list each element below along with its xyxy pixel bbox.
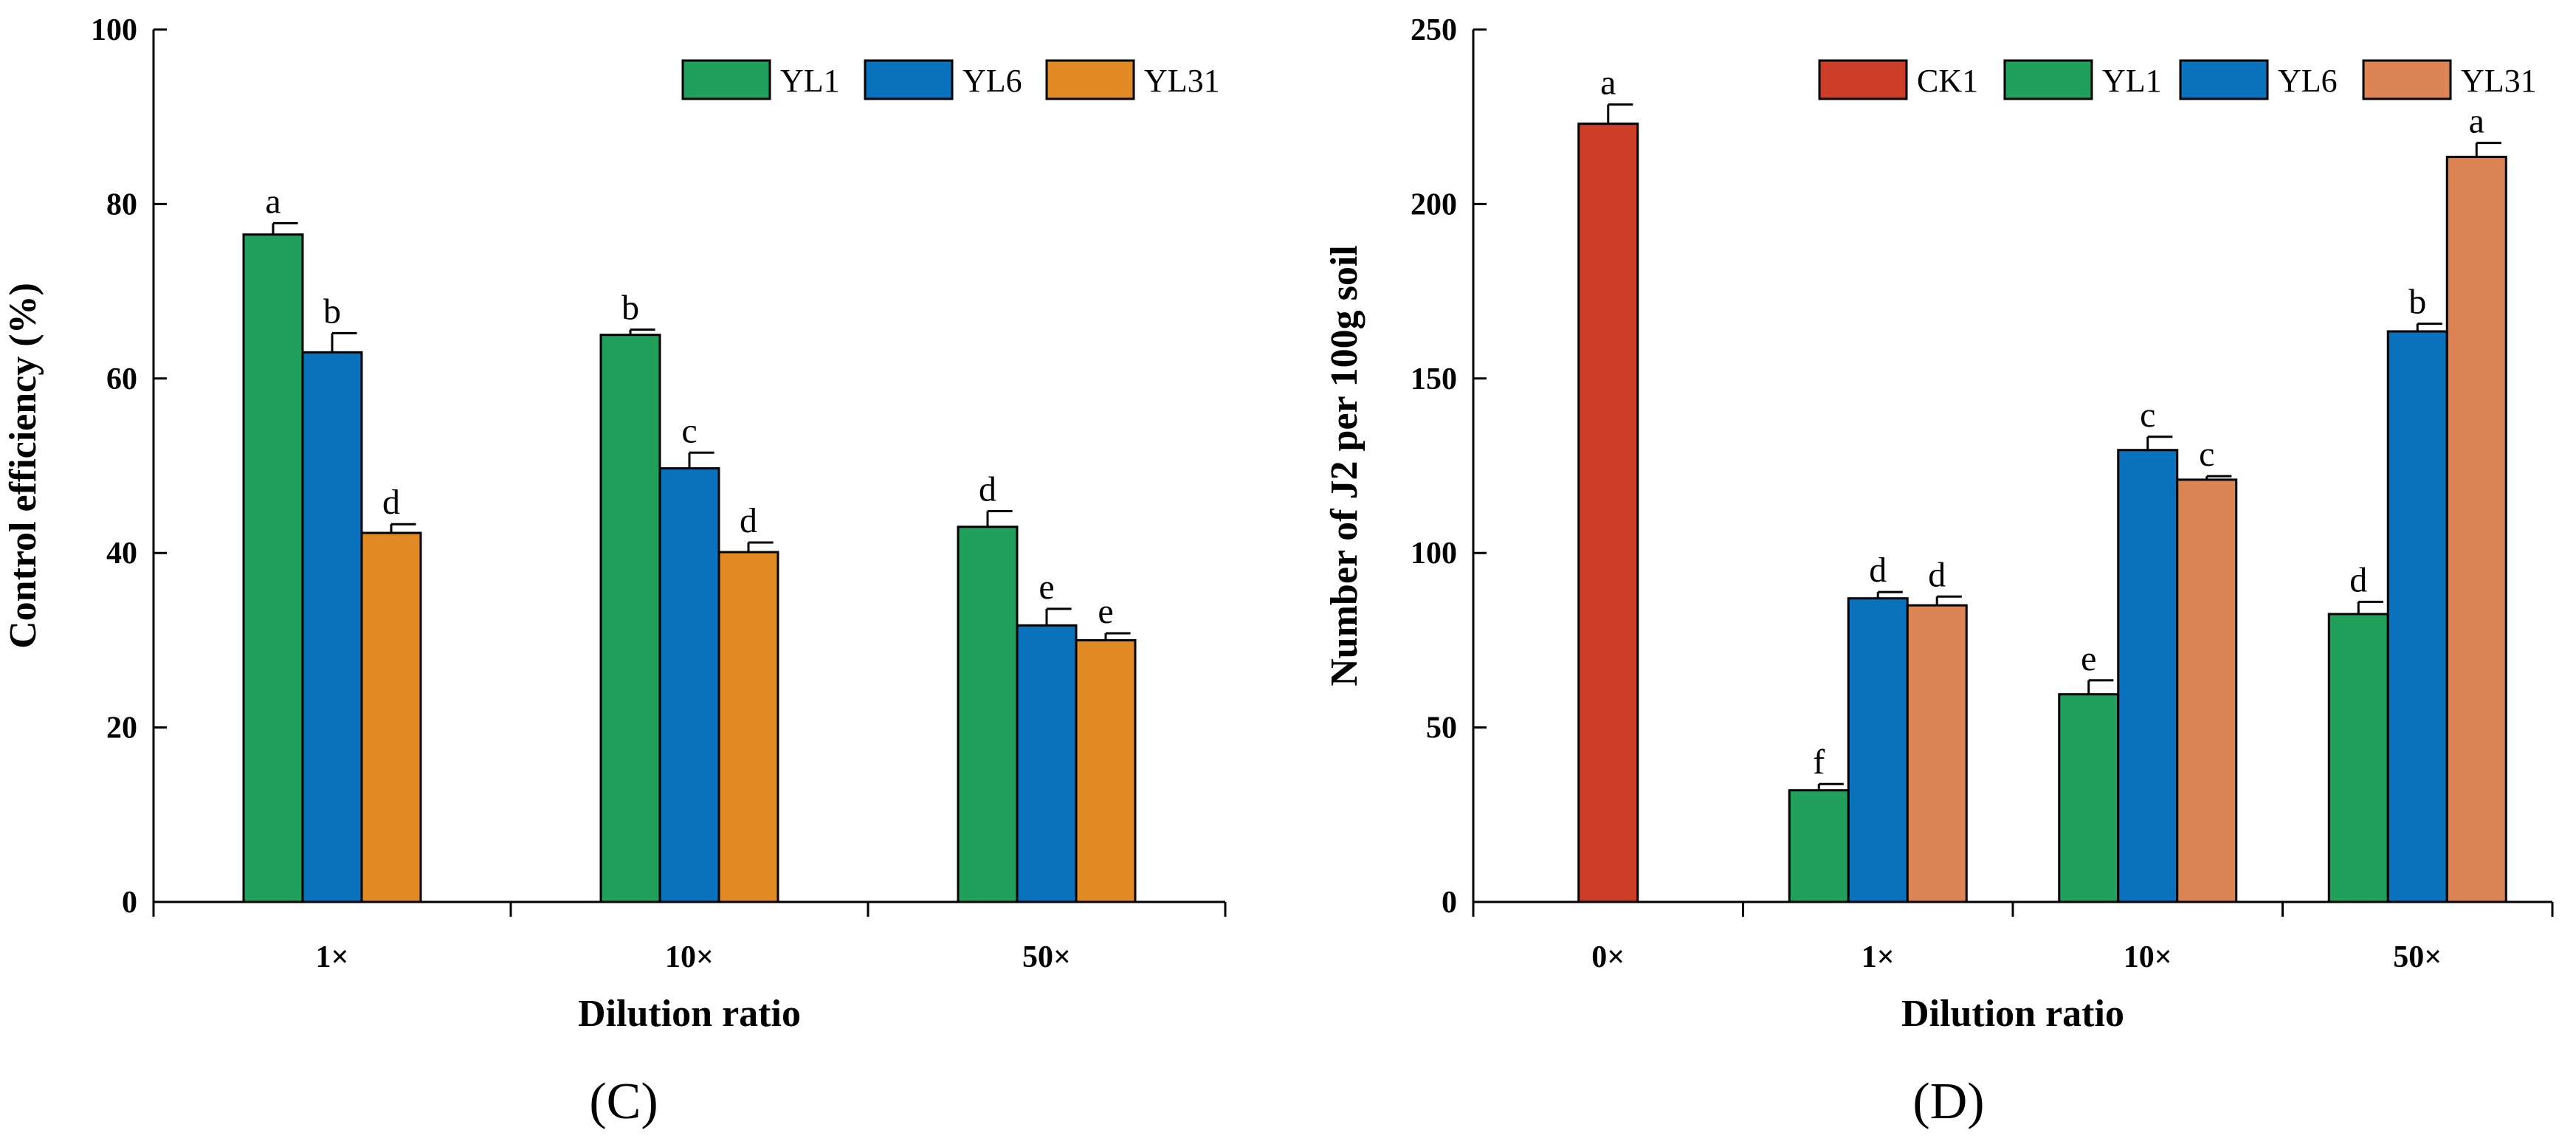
legend-label-yl31: YL31 <box>1144 63 1220 99</box>
legend-swatch-yl31 <box>2362 59 2452 100</box>
significance-letter: c <box>681 411 697 450</box>
x-axis-title: Dilution ratio <box>578 993 801 1035</box>
significance-letter: e <box>1098 592 1113 631</box>
legend-label-yl31: YL31 <box>2461 63 2537 99</box>
bar-yl6-2 <box>658 467 720 903</box>
y-tick-label: 150 <box>1411 362 1457 396</box>
panel-label: (D) <box>1912 1073 1984 1130</box>
significance-letter: c <box>2199 435 2214 474</box>
bar-yl31-1 <box>360 531 422 903</box>
significance-letter: d <box>740 501 757 540</box>
bar-yl6-3 <box>1016 624 1078 903</box>
legend-label-yl1: YL1 <box>780 63 840 99</box>
y-tick-label: 20 <box>106 712 137 745</box>
bar-yl6-1 <box>301 351 363 903</box>
bar-yl6-3 <box>2117 449 2179 903</box>
significance-letter: c <box>2140 396 2155 435</box>
y-tick-label: 80 <box>106 187 137 221</box>
bar-yl1-1 <box>242 233 304 903</box>
bar-yl1-4 <box>2327 613 2389 903</box>
legend-swatch-yl31 <box>1045 59 1135 100</box>
bar-yl1-2 <box>1788 789 1850 903</box>
x-axis-title: Dilution ratio <box>1901 993 2124 1035</box>
y-tick-label: 50 <box>1426 712 1457 745</box>
legend-label-ck1: CK1 <box>1917 63 1978 99</box>
significance-letter: a <box>1600 63 1616 103</box>
y-tick-label: 100 <box>1411 537 1457 571</box>
bar-yl31-3 <box>1075 638 1137 903</box>
y-tick-label: 100 <box>91 13 137 47</box>
bar-yl1-3 <box>957 526 1019 903</box>
x-tick-label: 0× <box>1591 940 1625 974</box>
bar-yl31-3 <box>2176 478 2238 903</box>
significance-letter: a <box>265 182 280 221</box>
y-tick-label: 200 <box>1411 187 1457 221</box>
y-tick-label: 60 <box>106 362 137 396</box>
chart-panel-d: 0 50 100 150 200 250 0× 1× 10× 50× a f d d e c c d b a CK1 YL… <box>1323 13 2554 1130</box>
significance-letter: b <box>621 289 639 328</box>
legend-swatch-yl6 <box>864 59 954 100</box>
x-tick-label: 50× <box>1022 940 1071 974</box>
panel-label: (C) <box>589 1073 658 1130</box>
y-axis-title: Control efficiency (%) <box>2 283 44 649</box>
chart-panel-c: 0 20 40 60 80 100 1× 10× 50× a b d b c d d e e YL1 YL6 YL31 C… <box>2 13 1227 1130</box>
y-axis-title: Number of J2 per 100g soil <box>1323 245 1366 686</box>
bar-yl31-2 <box>1906 604 1968 903</box>
y-tick-label: 40 <box>106 537 137 571</box>
x-tick-label: 10× <box>2124 940 2172 974</box>
y-tick-label: 0 <box>122 886 137 920</box>
significance-letter: e <box>2081 639 2096 678</box>
significance-letter: d <box>1928 555 1946 594</box>
legend-label-yl6: YL6 <box>2278 63 2338 99</box>
significance-letter: b <box>2408 283 2426 322</box>
legend-label-yl1: YL1 <box>2102 63 2162 99</box>
significance-letter: e <box>1039 568 1054 607</box>
bar-yl6-4 <box>2386 330 2448 903</box>
bar-yl1-2 <box>599 334 661 903</box>
bar-yl31-2 <box>717 551 779 903</box>
x-tick-label: 1× <box>316 940 349 974</box>
significance-letter: d <box>1869 551 1887 590</box>
significance-letter: d <box>979 469 996 509</box>
bar-ck1-1 <box>1577 123 1639 903</box>
significance-letter: d <box>2349 560 2367 599</box>
significance-letter: d <box>382 483 400 522</box>
x-tick-label: 10× <box>665 940 714 974</box>
legend-label-yl6: YL6 <box>962 63 1022 99</box>
legend-swatch-yl6 <box>2179 59 2269 100</box>
significance-letter: a <box>2469 102 2484 141</box>
legend-swatch-yl1 <box>681 59 771 100</box>
bar-yl31-4 <box>2445 156 2507 903</box>
x-tick-label: 50× <box>2393 940 2442 974</box>
bar-yl1-3 <box>2058 693 2120 903</box>
bar-yl6-2 <box>1847 597 1909 903</box>
significance-letter: b <box>323 292 341 331</box>
y-tick-label: 250 <box>1411 13 1457 47</box>
significance-letter: f <box>1813 743 1825 782</box>
y-tick-label: 0 <box>1442 886 1457 920</box>
legend-swatch-yl1 <box>2003 59 2093 100</box>
x-tick-label: 1× <box>1862 940 1895 974</box>
legend-swatch-ck1 <box>1818 59 1908 100</box>
